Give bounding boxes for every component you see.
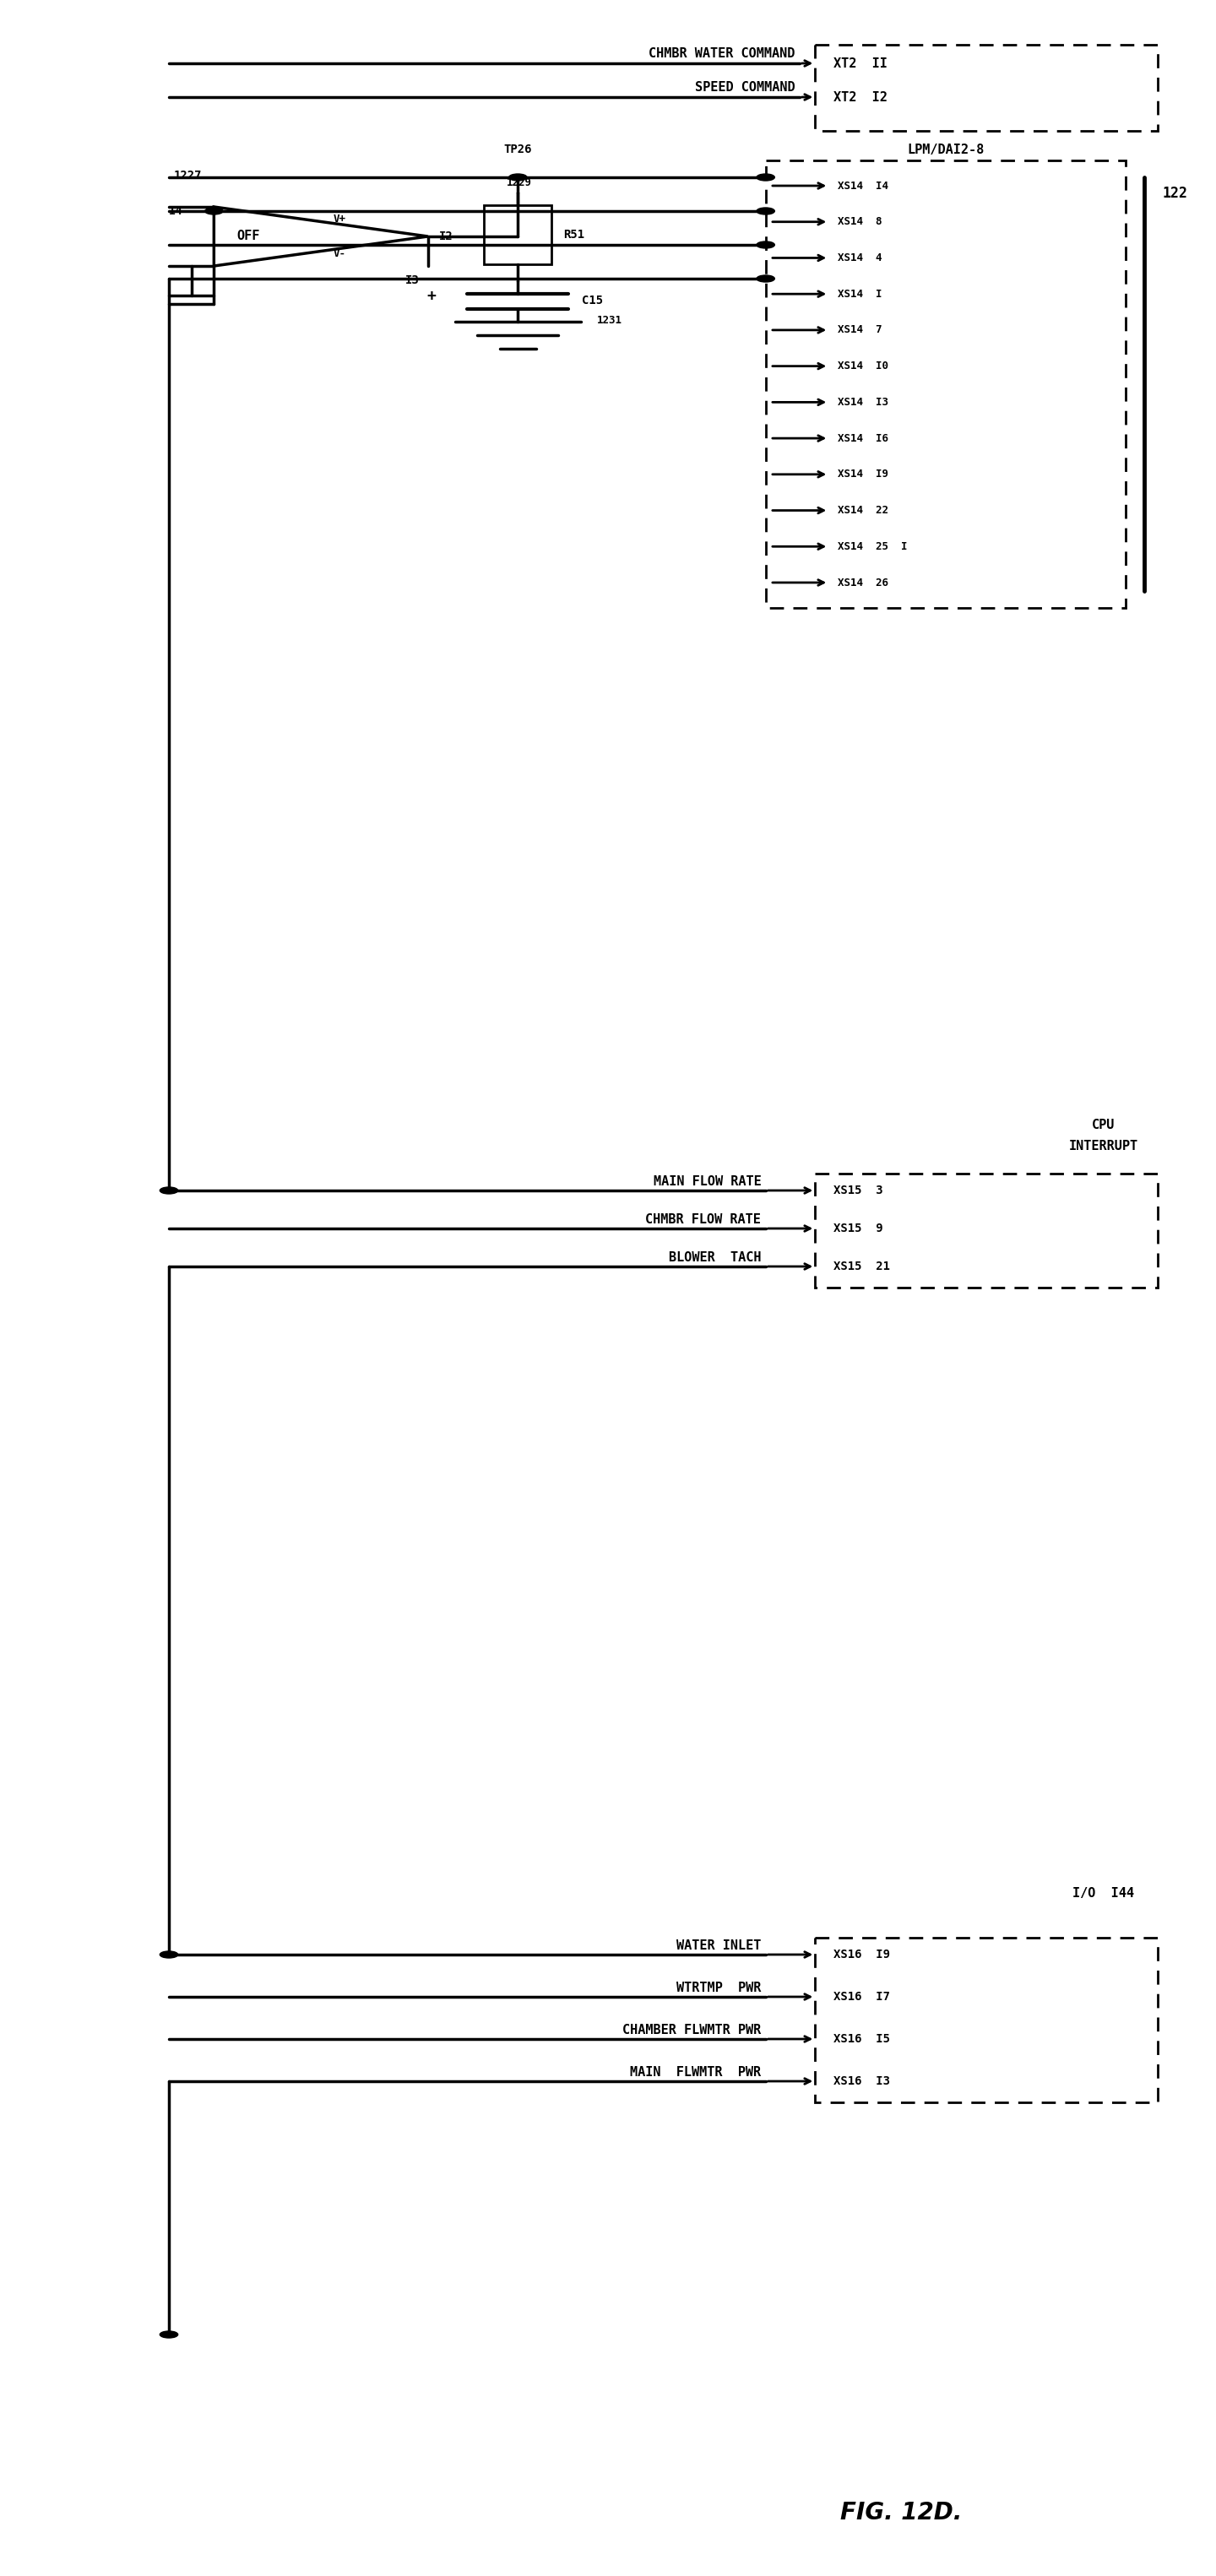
Text: MAIN FLOW RATE: MAIN FLOW RATE	[653, 1175, 761, 1188]
Text: WATER INLET: WATER INLET	[676, 1940, 761, 1953]
Text: XS16  I9: XS16 I9	[833, 1947, 890, 1960]
Text: XS14  I6: XS14 I6	[838, 433, 889, 443]
Text: XS14  I9: XS14 I9	[838, 469, 889, 479]
Text: XS14  I4: XS14 I4	[838, 180, 889, 191]
Text: XS14  8: XS14 8	[838, 216, 882, 227]
Text: INTERRUPT: INTERRUPT	[1069, 1139, 1138, 1151]
Text: SPEED COMMAND: SPEED COMMAND	[694, 80, 795, 93]
Circle shape	[756, 209, 775, 214]
Text: XS14  7: XS14 7	[838, 325, 882, 335]
Text: OFF: OFF	[236, 229, 259, 242]
Text: MAIN  FLWMTR  PWR: MAIN FLWMTR PWR	[630, 2066, 761, 2079]
Text: TP26: TP26	[503, 144, 533, 155]
Circle shape	[510, 175, 527, 180]
Text: CPU: CPU	[1092, 1118, 1115, 1131]
Text: XS16  I5: XS16 I5	[833, 2032, 890, 2045]
Text: XS14  4: XS14 4	[838, 252, 882, 263]
Text: +: +	[427, 289, 435, 304]
Text: XS14  I3: XS14 I3	[838, 397, 889, 407]
Text: XS15  21: XS15 21	[833, 1260, 890, 1273]
Text: XS14  I: XS14 I	[838, 289, 882, 299]
Text: XS14  I0: XS14 I0	[838, 361, 889, 371]
Circle shape	[159, 1950, 178, 1958]
Circle shape	[159, 1188, 178, 1193]
Text: CHMBR FLOW RATE: CHMBR FLOW RATE	[646, 1213, 761, 1226]
Text: XS16  I7: XS16 I7	[833, 1991, 890, 2002]
Circle shape	[206, 209, 223, 214]
Text: V-: V-	[333, 247, 345, 260]
Text: CHMBR WATER COMMAND: CHMBR WATER COMMAND	[648, 46, 795, 59]
Bar	[484, 206, 552, 265]
Bar	[815, 1175, 1158, 1288]
Text: XS14  22: XS14 22	[838, 505, 889, 515]
Text: XS15  3: XS15 3	[833, 1185, 883, 1195]
Text: 1227: 1227	[174, 170, 202, 180]
Text: XS16  I3: XS16 I3	[833, 2076, 890, 2087]
Circle shape	[756, 175, 775, 180]
Text: LPM/DAI2-8: LPM/DAI2-8	[907, 144, 984, 157]
Text: XS15  9: XS15 9	[833, 1224, 883, 1234]
Text: CHAMBER FLWMTR PWR: CHAMBER FLWMTR PWR	[623, 2025, 761, 2038]
Circle shape	[159, 2331, 178, 2339]
Bar	[815, 1937, 1158, 2102]
Text: 122: 122	[1162, 185, 1187, 201]
Text: 1231: 1231	[597, 314, 623, 327]
Text: R51: R51	[563, 229, 584, 240]
Circle shape	[756, 276, 775, 281]
Text: XT2  II: XT2 II	[833, 57, 888, 70]
Text: FIG. 12D.: FIG. 12D.	[840, 2501, 962, 2524]
Circle shape	[756, 242, 775, 247]
Text: I4: I4	[169, 206, 184, 216]
Text: 1229: 1229	[507, 178, 533, 188]
Text: I2: I2	[439, 229, 454, 242]
Text: WTRTMP  PWR: WTRTMP PWR	[676, 1981, 761, 1994]
Text: XT2  I2: XT2 I2	[833, 90, 888, 103]
Text: I3: I3	[405, 276, 420, 286]
Bar	[766, 160, 1126, 608]
Text: V+: V+	[333, 214, 345, 224]
Text: I/O  I44: I/O I44	[1073, 1888, 1135, 1899]
Bar	[815, 44, 1158, 131]
Text: XS14  25  I: XS14 25 I	[838, 541, 907, 551]
Text: XS14  26: XS14 26	[838, 577, 889, 587]
Text: C15: C15	[582, 294, 603, 307]
Text: BLOWER  TACH: BLOWER TACH	[669, 1252, 761, 1265]
